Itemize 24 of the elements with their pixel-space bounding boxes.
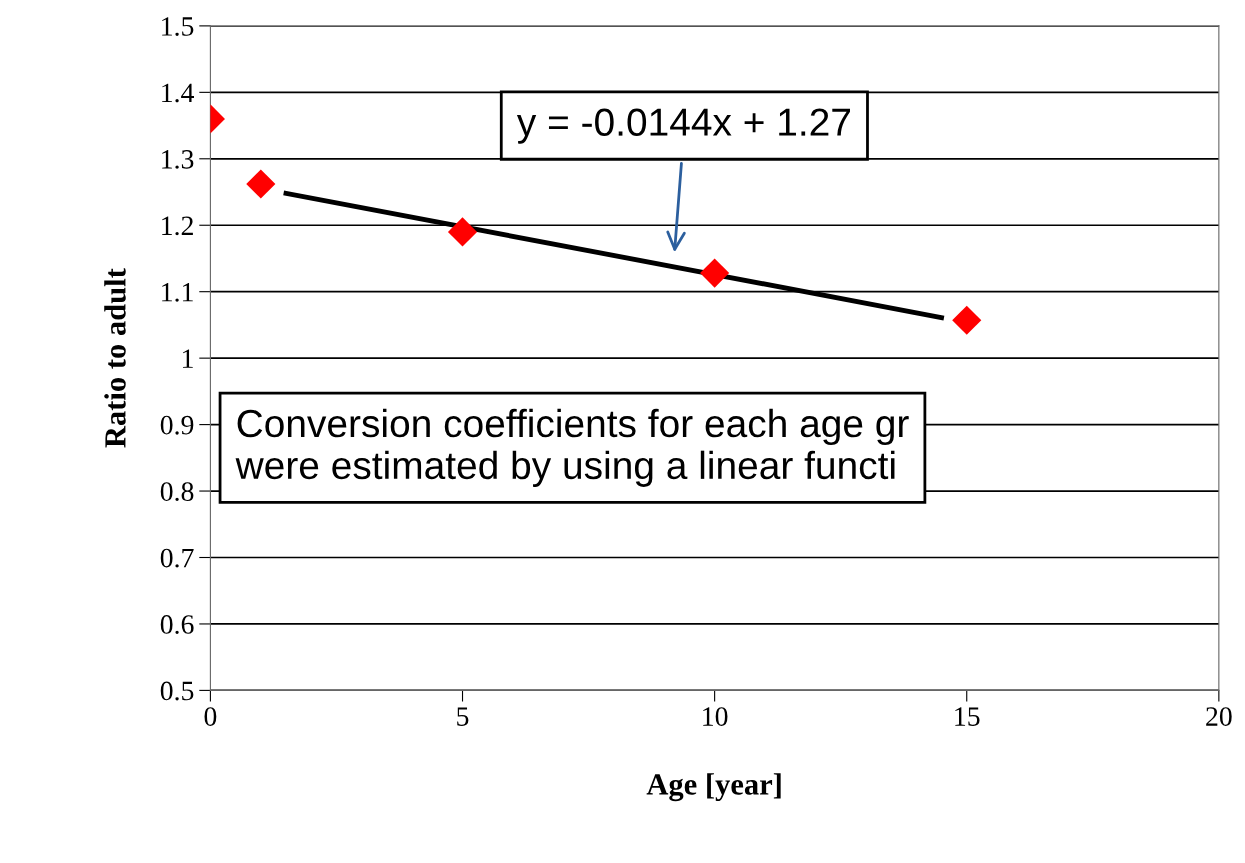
x-tick-label: 10 <box>703 707 728 726</box>
y-axis-title: Ratio to adult <box>104 268 126 448</box>
y-tick-label: 1.3 <box>162 150 194 169</box>
y-tick-label: 0.7 <box>160 548 194 568</box>
x-tick-label: 0 <box>204 707 217 726</box>
y-tick-label: 0.9 <box>160 415 194 435</box>
point <box>246 169 276 199</box>
y-tick-label: 1.2 <box>162 216 193 236</box>
y-tick-label: 1 <box>182 349 193 368</box>
x-tick-label: 15 <box>955 707 980 726</box>
x-tick-label: 20 <box>1206 707 1232 726</box>
x-tick-label: 5 <box>457 707 469 726</box>
annotation: Conversion coefficients for each age gr were estimated by using a linear functi <box>235 408 909 487</box>
y-tick-label: 0.5 <box>160 681 194 701</box>
y-tick-label: 1.5 <box>162 17 194 36</box>
annotation: y = -0.0144x + 1.27 <box>516 108 850 144</box>
y-tick-label: 1.4 <box>162 83 194 103</box>
point <box>700 258 730 288</box>
y-tick-label: 1.1 <box>162 282 193 302</box>
y-tick-label: 0.8 <box>160 482 194 502</box>
y-tick-label: 0.6 <box>160 615 194 634</box>
point <box>447 217 478 247</box>
x-axis-title: Age [year] <box>646 773 781 802</box>
point <box>952 305 982 335</box>
